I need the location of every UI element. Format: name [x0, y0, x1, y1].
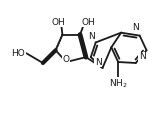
Text: OH: OH [52, 18, 65, 27]
Text: N: N [95, 58, 102, 67]
Text: N: N [88, 32, 95, 42]
Text: OH: OH [82, 18, 96, 27]
Text: HO: HO [11, 49, 25, 58]
Text: NH$_2$: NH$_2$ [109, 78, 127, 90]
Text: N: N [132, 23, 139, 32]
Text: O: O [63, 55, 70, 64]
Text: N: N [139, 52, 145, 61]
